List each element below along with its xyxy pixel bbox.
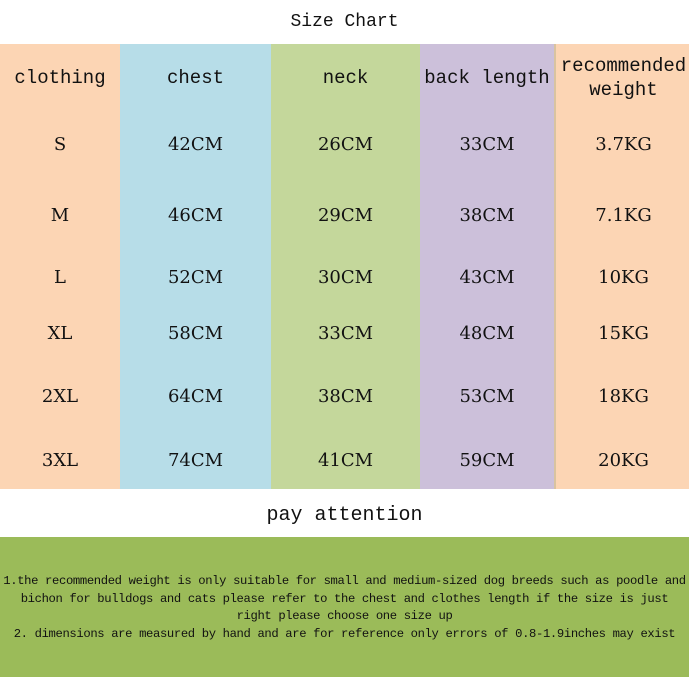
table-cell: 15KG	[598, 323, 649, 344]
note-2: 2. dimensions are measured by hand and a…	[13, 626, 676, 641]
header-neck: neck	[322, 67, 369, 89]
column-back-length: back length 33CM 38CM 43CM 48CM 53CM 59CM	[420, 44, 554, 489]
table-cell: 43CM	[459, 267, 515, 288]
table-cell: 41CM	[317, 450, 374, 471]
table-cell: 3.7KG	[595, 134, 652, 155]
header-back-length: back length	[424, 67, 550, 89]
chart-title: Size Chart	[290, 12, 399, 32]
notes-box: 1.the recommended weight is only suitabl…	[0, 537, 689, 677]
table-cell: 64CM	[167, 386, 224, 407]
table-cell: 33CM	[459, 134, 515, 155]
table-cell: 33CM	[317, 323, 374, 344]
table-cell: S	[53, 134, 67, 155]
header-weight: recommended weight	[560, 55, 687, 101]
note-1: 1.the recommended weight is only suitabl…	[3, 574, 686, 623]
table-cell: 2XL	[41, 386, 79, 407]
column-chest: chest 42CM 46CM 52CM 58CM 64CM 74CM	[120, 44, 271, 489]
table-cell: 74CM	[167, 450, 224, 471]
table-cell: 26CM	[317, 134, 374, 155]
table-cell: 7.1KG	[595, 205, 652, 226]
table-cell: 30CM	[317, 267, 374, 288]
table-cell: 52CM	[167, 267, 224, 288]
table-cell: 59CM	[459, 450, 515, 471]
header-clothing: clothing	[14, 67, 106, 89]
attention-heading: pay attention	[266, 504, 423, 527]
table-cell: 58CM	[167, 323, 224, 344]
header-chest: chest	[166, 67, 224, 89]
column-clothing: clothing S M L XL 2XL 3XL	[0, 44, 120, 489]
table-cell: 46CM	[167, 205, 224, 226]
column-weight: recommended weight 3.7KG 7.1KG 10KG 15KG 18KG…	[554, 44, 689, 489]
table-cell: 29CM	[317, 205, 374, 226]
table-cell: 10KG	[598, 267, 649, 288]
table-cell: 53CM	[459, 386, 515, 407]
table-cell: XL	[47, 323, 73, 344]
table-cell: 20KG	[598, 450, 649, 471]
table-cell: 48CM	[459, 323, 515, 344]
table-cell: L	[54, 267, 66, 288]
table-cell: 18KG	[598, 386, 649, 407]
table-cell: M	[50, 205, 70, 226]
column-neck: neck 26CM 29CM 30CM 33CM 38CM 41CM	[271, 44, 420, 489]
table-cell: 42CM	[167, 134, 224, 155]
table-cell: 38CM	[317, 386, 374, 407]
table-cell: 38CM	[459, 205, 515, 226]
table-cell: 3XL	[41, 450, 79, 471]
